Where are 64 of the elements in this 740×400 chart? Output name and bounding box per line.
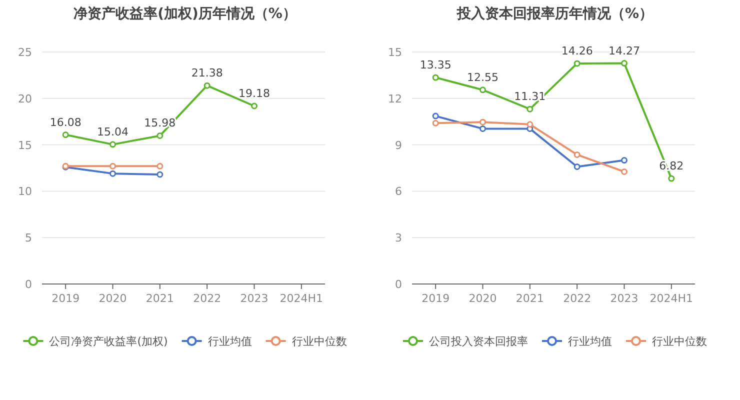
- x-tick-label: 2022: [193, 292, 222, 305]
- legend-label: 公司净资产收益率(加权): [49, 335, 168, 348]
- data-label: 13.35: [420, 58, 452, 72]
- x-tick-label: 2023: [610, 292, 638, 305]
- y-tick-label: 9: [395, 138, 402, 152]
- point: [62, 132, 69, 138]
- point: [621, 60, 628, 67]
- point: [480, 125, 486, 132]
- legend-label: 行业均值: [208, 335, 252, 348]
- y-tick-label: 0: [25, 278, 32, 291]
- legend-label: 行业中位数: [292, 335, 347, 348]
- data-label: 14.27: [608, 44, 640, 58]
- x-tick-label: 2020: [98, 292, 127, 305]
- point: [204, 82, 210, 89]
- point: [480, 86, 486, 94]
- point: [251, 102, 258, 110]
- point: [156, 162, 164, 170]
- point: [432, 112, 439, 120]
- y-tick-label: 6: [395, 185, 402, 198]
- x-tick-label: 2024H1: [280, 292, 324, 305]
- point: [621, 157, 628, 164]
- point: [432, 120, 439, 126]
- x-tick-label: 2023: [240, 292, 268, 305]
- y-tick-label: 0: [395, 278, 402, 291]
- point: [156, 132, 164, 139]
- y-tick-label: 15: [388, 46, 402, 59]
- data-label: 14.26: [561, 44, 593, 58]
- data-label: 19.18: [238, 87, 270, 100]
- legend-label: 行业均值: [568, 335, 612, 348]
- point: [574, 151, 580, 158]
- data-label: 16.08: [50, 116, 82, 129]
- y-tick-label: 25: [18, 46, 32, 59]
- y-tick-label: 15: [18, 138, 32, 152]
- point: [110, 162, 116, 170]
- point: [668, 175, 675, 182]
- y-tick-label: 3: [395, 232, 402, 245]
- point: [432, 74, 439, 81]
- point: [574, 164, 580, 170]
- x-tick-label: 2021: [146, 292, 174, 305]
- point: [110, 141, 116, 148]
- data-label: 15.04: [97, 125, 128, 138]
- chart-title: 净资产收益率(加权)历年情况（%）: [74, 5, 296, 22]
- x-tick-label: 2019: [422, 292, 450, 305]
- data-label: 21.38: [191, 66, 223, 80]
- point: [480, 118, 486, 126]
- point: [574, 60, 580, 67]
- x-tick-label: 2022: [563, 292, 592, 305]
- legend-label: 公司投入资本回报率: [429, 335, 528, 348]
- chart-title: 投入资本回报率历年情况（%）: [456, 5, 654, 22]
- point: [526, 106, 534, 112]
- y-tick-label: 10: [18, 185, 32, 198]
- x-tick-label: 2019: [52, 292, 80, 305]
- y-tick-label: 20: [18, 92, 32, 106]
- point: [526, 121, 534, 128]
- point: [156, 171, 164, 178]
- data-label: 12.55: [467, 70, 498, 84]
- legend-label: 行业中位数: [652, 335, 707, 348]
- y-tick-label: 12: [388, 92, 402, 106]
- x-tick-label: 2020: [468, 292, 497, 305]
- y-tick-label: 5: [25, 232, 32, 245]
- point: [621, 168, 628, 175]
- point: [110, 170, 116, 177]
- x-tick-label: 2024H1: [650, 292, 694, 305]
- x-tick-label: 2021: [516, 292, 544, 305]
